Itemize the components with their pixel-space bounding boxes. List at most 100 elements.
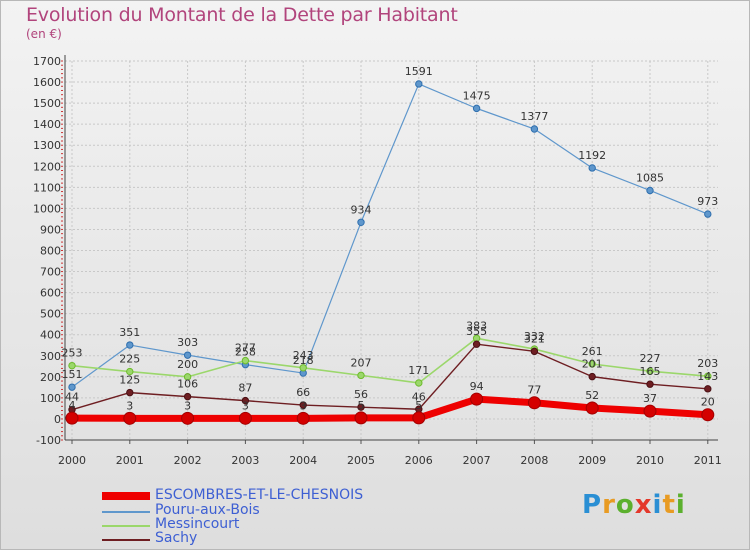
legend-swatch-pouru — [102, 511, 150, 513]
data-point — [241, 396, 250, 405]
data-point — [588, 360, 596, 368]
y-tick-label: 100 — [40, 392, 61, 405]
x-tick-label: 2005 — [347, 454, 375, 467]
data-label: 261 — [582, 345, 603, 358]
y-tick-label: 1100 — [33, 181, 61, 194]
data-label: 351 — [119, 326, 140, 339]
data-point — [643, 404, 657, 418]
data-label: 4 — [69, 399, 76, 412]
y-tick-label: 300 — [40, 350, 61, 363]
x-tick-label: 2010 — [636, 454, 664, 467]
series-line-2 — [71, 337, 709, 384]
y-tick-label: 800 — [40, 245, 61, 258]
data-label: 225 — [119, 353, 140, 366]
y-tick-label: 1700 — [33, 55, 61, 68]
data-point — [357, 403, 365, 411]
legend-swatch-escombres — [102, 492, 150, 500]
data-label: 37 — [643, 392, 657, 405]
data-point — [357, 218, 365, 226]
y-tick-label: 1200 — [33, 160, 61, 173]
data-label: 125 — [119, 374, 140, 387]
y-tick-label: 1400 — [33, 118, 61, 131]
data-point — [241, 356, 250, 365]
data-label: 3 — [242, 399, 249, 412]
x-tick-label: 2001 — [116, 454, 144, 467]
data-point — [415, 379, 423, 387]
legend-label-pouru: Pouru-aux-Bois — [155, 502, 260, 518]
data-label: 3 — [126, 399, 133, 412]
unit-label: (en €) — [26, 27, 62, 41]
x-tick-label: 2009 — [578, 454, 606, 467]
y-tick-label: 700 — [40, 266, 61, 279]
data-point — [701, 408, 715, 422]
series-line-1 — [71, 83, 709, 388]
data-point — [472, 104, 481, 113]
data-label: 52 — [585, 389, 599, 402]
axes: -100 0 100 200 300 400 500 600 700 800 900 1000 1100… — [33, 55, 722, 467]
data-point — [470, 392, 484, 406]
grid-lines — [65, 60, 718, 441]
y-tick-label: 0 — [54, 413, 61, 426]
y-tick-label: 1300 — [33, 139, 61, 152]
data-label: 1591 — [405, 65, 433, 78]
data-label: 200 — [177, 358, 198, 371]
data-label: 303 — [177, 336, 198, 349]
data-label: 5 — [415, 399, 422, 412]
y-tick-label: 1600 — [33, 76, 61, 89]
data-label: 258 — [235, 346, 256, 359]
chart-title: Evolution du Montant de la Dette par Hab… — [26, 4, 458, 26]
data-label: 201 — [582, 358, 603, 371]
x-tick-label: 2006 — [405, 454, 433, 467]
legend-label-sachy: Sachy — [155, 530, 198, 546]
data-label: 171 — [408, 364, 429, 377]
data-label: 1085 — [636, 171, 664, 184]
y-tick-label: 1000 — [33, 202, 61, 215]
y-tick-label: 900 — [40, 223, 61, 236]
x-tick-label: 2000 — [58, 454, 86, 467]
data-point — [646, 367, 654, 375]
data-point — [123, 411, 137, 425]
data-label: 87 — [238, 382, 252, 395]
data-label: 151 — [62, 368, 83, 381]
data-point — [357, 371, 365, 380]
data-label: 277 — [235, 342, 256, 355]
legend-label-escombres: ESCOMBRES-ET-LE-CHESNOIS — [155, 487, 364, 503]
x-tick-label: 2003 — [231, 454, 259, 467]
data-point — [126, 367, 134, 376]
data-point — [415, 80, 423, 88]
data-label: 56 — [354, 388, 368, 401]
y-tick-label: 400 — [40, 329, 61, 342]
data-point — [646, 380, 654, 388]
data-label: 243 — [293, 349, 314, 362]
legend-swatch-sachy — [102, 539, 150, 541]
legend-swatch-messincourt — [102, 525, 150, 527]
data-label: 383 — [466, 319, 487, 332]
data-point — [183, 373, 192, 381]
data-point — [299, 401, 307, 409]
data-point — [183, 392, 192, 401]
y-tick-label: 1500 — [33, 97, 61, 110]
data-point — [299, 364, 307, 372]
legend-label-messincourt: Messincourt — [155, 516, 240, 532]
data-point — [126, 341, 134, 349]
data-labels: 4 3 3 3 3 5 594 77 52 37 2015135130325821893415911… — [62, 65, 719, 412]
data-label: 253 — [62, 347, 83, 360]
x-tick-label: 2008 — [520, 454, 548, 467]
data-point — [588, 372, 596, 381]
data-label: 5 — [358, 399, 365, 412]
data-label: 165 — [640, 365, 661, 378]
data-label: 207 — [351, 356, 372, 369]
data-point — [354, 411, 368, 425]
data-point — [704, 385, 712, 393]
data-label: 321 — [524, 332, 545, 345]
x-tick-label: 2004 — [289, 454, 317, 467]
data-point — [585, 401, 599, 415]
data-label: 227 — [640, 352, 661, 365]
y-tick-label: 200 — [40, 371, 61, 384]
data-label: 1475 — [463, 89, 491, 102]
data-point — [588, 164, 596, 172]
x-tick-label: 2002 — [174, 454, 202, 467]
data-point — [704, 372, 712, 380]
data-point — [181, 411, 195, 425]
